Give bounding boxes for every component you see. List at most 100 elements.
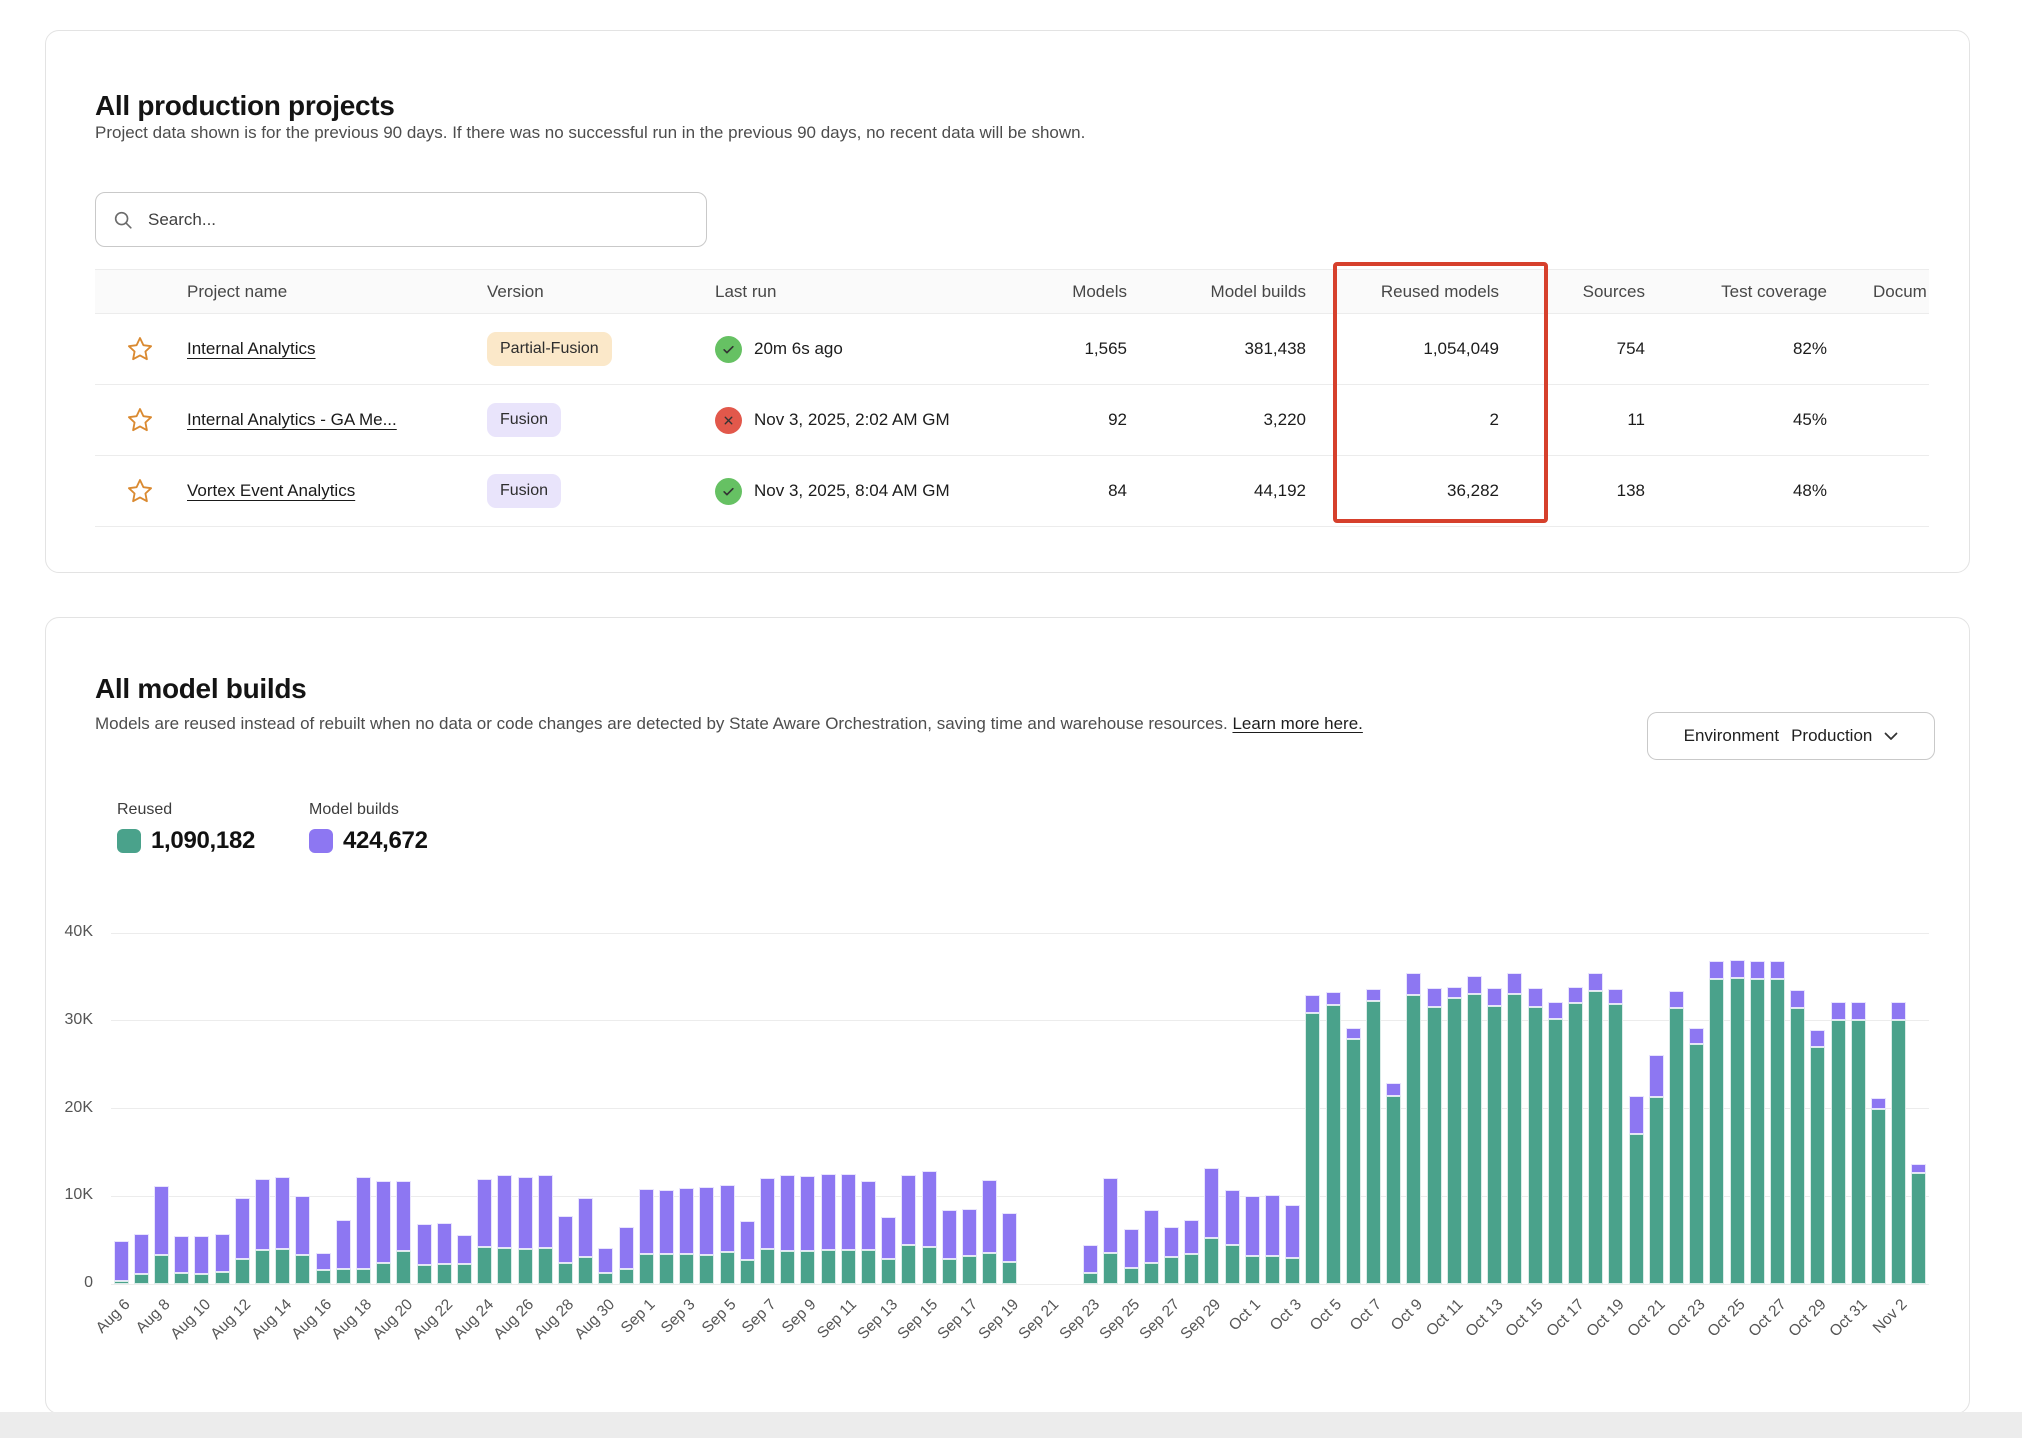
bar-segment-model-builds[interactable] [1750, 961, 1765, 979]
bar-segment-model-builds[interactable] [255, 1179, 270, 1250]
bar-segment-model-builds[interactable] [1124, 1229, 1139, 1268]
bar-segment-reused[interactable] [598, 1273, 613, 1284]
bar-segment-reused[interactable] [235, 1259, 250, 1284]
project-link[interactable]: Vortex Event Analytics [187, 481, 356, 500]
bar-segment-reused[interactable] [376, 1263, 391, 1284]
bar-segment-model-builds[interactable] [356, 1177, 371, 1269]
bar-segment-reused[interactable] [720, 1252, 735, 1284]
bar-segment-reused[interactable] [821, 1250, 836, 1284]
bar-segment-reused[interactable] [1790, 1008, 1805, 1284]
bar-segment-model-builds[interactable] [1810, 1030, 1825, 1047]
bar-segment-reused[interactable] [215, 1272, 230, 1284]
bar-segment-model-builds[interactable] [1528, 988, 1543, 1007]
bar-segment-reused[interactable] [1204, 1238, 1219, 1284]
bar-segment-reused[interactable] [437, 1264, 452, 1284]
bar-segment-reused[interactable] [760, 1249, 775, 1284]
bar-segment-model-builds[interactable] [134, 1234, 149, 1274]
bar-segment-reused[interactable] [619, 1269, 634, 1284]
bar-segment-reused[interactable] [1427, 1007, 1442, 1284]
bar-segment-model-builds[interactable] [1831, 1002, 1846, 1020]
bar-segment-model-builds[interactable] [538, 1175, 553, 1248]
bar-segment-model-builds[interactable] [1366, 989, 1381, 1001]
bar-segment-reused[interactable] [174, 1273, 189, 1284]
bar-segment-reused[interactable] [1871, 1109, 1886, 1284]
bar-segment-reused[interactable] [1103, 1253, 1118, 1284]
bar-segment-reused[interactable] [255, 1250, 270, 1284]
bar-segment-model-builds[interactable] [1467, 976, 1482, 994]
bar-segment-model-builds[interactable] [1225, 1190, 1240, 1245]
bar-segment-reused[interactable] [1568, 1003, 1583, 1284]
bar-segment-reused[interactable] [962, 1256, 977, 1284]
bar-segment-model-builds[interactable] [558, 1216, 573, 1263]
bar-segment-reused[interactable] [1750, 979, 1765, 1284]
bar-segment-reused[interactable] [1770, 979, 1785, 1284]
bar-segment-model-builds[interactable] [1507, 973, 1522, 994]
bar-segment-reused[interactable] [841, 1250, 856, 1284]
bar-segment-reused[interactable] [1891, 1020, 1906, 1284]
bar-segment-model-builds[interactable] [1447, 987, 1462, 998]
bar-segment-model-builds[interactable] [901, 1175, 916, 1245]
bar-segment-reused[interactable] [800, 1251, 815, 1284]
bar-segment-reused[interactable] [740, 1260, 755, 1284]
bar-segment-model-builds[interactable] [760, 1178, 775, 1249]
favorite-star-icon[interactable] [126, 477, 154, 505]
bar-segment-reused[interactable] [134, 1274, 149, 1284]
bar-segment-model-builds[interactable] [1730, 960, 1745, 978]
bar-segment-model-builds[interactable] [1144, 1210, 1159, 1263]
bar-segment-reused[interactable] [518, 1249, 533, 1284]
bar-segment-reused[interactable] [1305, 1013, 1320, 1284]
project-link[interactable]: Internal Analytics - GA Me... [187, 410, 397, 429]
bar-segment-reused[interactable] [1225, 1245, 1240, 1284]
bar-segment-model-builds[interactable] [821, 1174, 836, 1250]
bar-segment-reused[interactable] [396, 1251, 411, 1284]
bar-segment-model-builds[interactable] [437, 1223, 452, 1264]
bar-segment-reused[interactable] [1548, 1019, 1563, 1284]
bar-segment-reused[interactable] [1507, 994, 1522, 1284]
bar-segment-reused[interactable] [942, 1259, 957, 1284]
bar-segment-reused[interactable] [356, 1269, 371, 1284]
favorite-star-icon[interactable] [126, 406, 154, 434]
bar-segment-model-builds[interactable] [659, 1190, 674, 1254]
bar-segment-model-builds[interactable] [1083, 1245, 1098, 1273]
bar-segment-reused[interactable] [1285, 1258, 1300, 1284]
bar-segment-reused[interactable] [679, 1254, 694, 1284]
bar-segment-reused[interactable] [538, 1248, 553, 1284]
bar-segment-reused[interactable] [1629, 1134, 1644, 1284]
bar-segment-reused[interactable] [1709, 979, 1724, 1284]
bar-segment-reused[interactable] [1406, 995, 1421, 1284]
favorite-star-icon[interactable] [126, 335, 154, 363]
bar-segment-model-builds[interactable] [780, 1175, 795, 1251]
bar-segment-reused[interactable] [1608, 1004, 1623, 1284]
bar-segment-reused[interactable] [1831, 1020, 1846, 1284]
bar-segment-model-builds[interactable] [497, 1175, 512, 1248]
bar-segment-model-builds[interactable] [235, 1198, 250, 1259]
bar-segment-model-builds[interactable] [295, 1196, 310, 1255]
bar-segment-reused[interactable] [336, 1269, 351, 1284]
bar-segment-reused[interactable] [1528, 1007, 1543, 1284]
bar-segment-model-builds[interactable] [1911, 1164, 1926, 1173]
bar-segment-model-builds[interactable] [740, 1221, 755, 1260]
bar-segment-model-builds[interactable] [800, 1176, 815, 1251]
bar-segment-model-builds[interactable] [1770, 961, 1785, 979]
bar-segment-model-builds[interactable] [1649, 1055, 1664, 1097]
bar-segment-model-builds[interactable] [598, 1248, 613, 1273]
bar-segment-model-builds[interactable] [215, 1234, 230, 1272]
bar-segment-reused[interactable] [295, 1255, 310, 1284]
bar-segment-model-builds[interactable] [922, 1171, 937, 1247]
bar-segment-model-builds[interactable] [1568, 987, 1583, 1003]
bar-segment-reused[interactable] [780, 1251, 795, 1284]
bar-segment-reused[interactable] [194, 1274, 209, 1284]
bar-segment-reused[interactable] [417, 1265, 432, 1284]
bar-segment-reused[interactable] [477, 1247, 492, 1284]
bar-segment-model-builds[interactable] [1427, 988, 1442, 1007]
bar-segment-model-builds[interactable] [881, 1217, 896, 1259]
bar-segment-model-builds[interactable] [417, 1224, 432, 1265]
bar-segment-model-builds[interactable] [1669, 991, 1684, 1008]
bar-segment-model-builds[interactable] [1588, 973, 1603, 991]
bar-segment-model-builds[interactable] [1002, 1213, 1017, 1262]
bar-segment-reused[interactable] [1184, 1254, 1199, 1284]
bar-segment-model-builds[interactable] [699, 1187, 714, 1255]
bar-segment-model-builds[interactable] [1406, 973, 1421, 995]
bar-segment-model-builds[interactable] [396, 1181, 411, 1251]
bar-segment-model-builds[interactable] [1487, 988, 1502, 1006]
